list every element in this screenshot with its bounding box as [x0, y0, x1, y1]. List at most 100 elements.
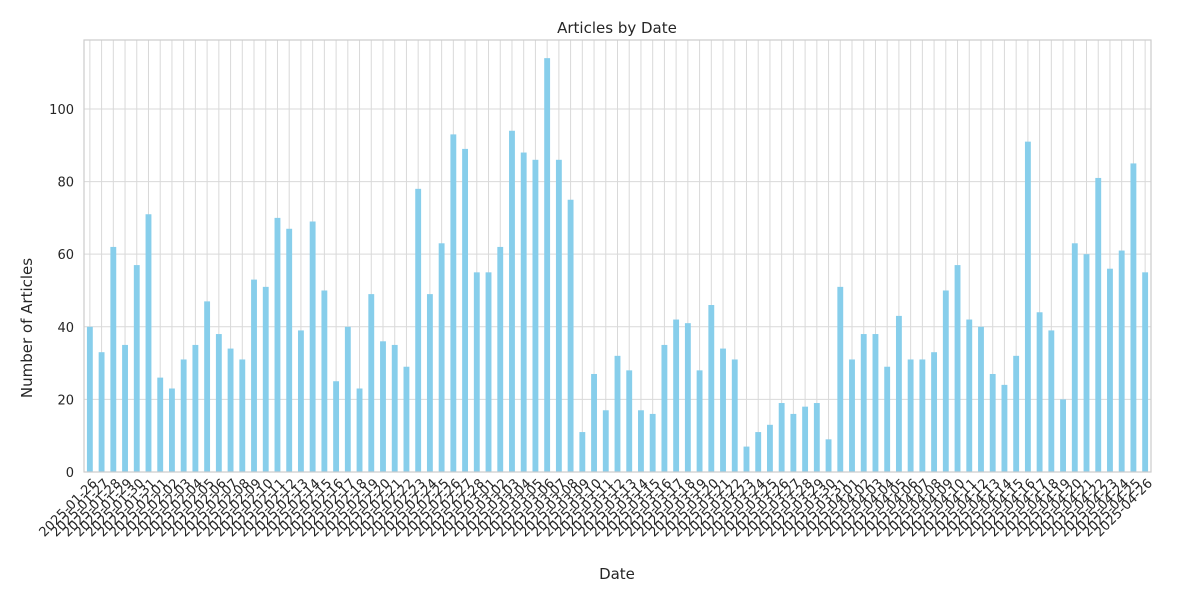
bar [462, 148, 469, 472]
bar [403, 366, 410, 472]
bar [1142, 272, 1149, 472]
bar [602, 410, 609, 472]
bar [1001, 384, 1008, 472]
bar [907, 359, 914, 472]
bar [813, 403, 820, 472]
bar [86, 326, 93, 472]
bar [110, 246, 117, 472]
bar [380, 341, 386, 472]
bar [895, 315, 902, 472]
bar [1024, 141, 1031, 472]
bar [802, 406, 809, 472]
y-tick-label: 20 [57, 393, 74, 408]
bar [122, 344, 128, 472]
bar [673, 319, 680, 472]
bar [227, 348, 234, 472]
bar [708, 305, 715, 472]
y-tick-labels: 0 20 40 60 80 100 [49, 103, 74, 481]
bar [1118, 250, 1125, 472]
bar [1048, 330, 1055, 472]
bar [133, 265, 140, 472]
bar [567, 199, 574, 473]
bar [180, 359, 187, 472]
bar [766, 424, 773, 472]
bar [966, 319, 973, 472]
y-tick-label: 0 [66, 466, 74, 481]
plot-frame [83, 39, 1152, 473]
bar [215, 334, 222, 472]
bar [626, 370, 633, 472]
bar [450, 134, 457, 473]
chart-title: Articles by Date [557, 19, 677, 37]
bar [544, 58, 551, 473]
bar [731, 359, 738, 472]
bar [309, 221, 316, 472]
bar [696, 370, 703, 472]
bar [239, 359, 246, 472]
bar [579, 432, 586, 472]
bar [919, 359, 926, 472]
bar [778, 403, 785, 472]
y-tick-label: 40 [57, 321, 74, 336]
bar [1083, 254, 1090, 472]
bar [614, 355, 621, 472]
bar [262, 286, 269, 472]
bar [321, 290, 328, 472]
bar [942, 290, 949, 472]
bar [286, 228, 293, 472]
bar [884, 366, 891, 472]
bar [1013, 355, 1020, 472]
bar [837, 286, 844, 472]
bar [333, 381, 340, 472]
bar [426, 294, 433, 472]
bar [743, 446, 750, 472]
bar [169, 388, 175, 472]
bar [661, 344, 668, 472]
bar [790, 413, 797, 472]
bar [1130, 163, 1137, 472]
y-tick-label: 100 [49, 103, 74, 118]
bar [274, 217, 281, 472]
bar [509, 130, 515, 473]
bar [98, 352, 105, 472]
bar [860, 334, 867, 472]
bar [204, 301, 211, 472]
bar [473, 272, 480, 472]
bar [344, 326, 351, 472]
bar [368, 294, 375, 472]
bar [1107, 268, 1113, 472]
bar [825, 439, 832, 472]
bar [954, 265, 961, 472]
bar [649, 413, 656, 472]
bar [720, 348, 726, 472]
bar [192, 344, 199, 472]
bar [145, 214, 152, 472]
bar [157, 377, 164, 472]
bar [391, 344, 398, 472]
y-tick-label: 80 [57, 176, 74, 191]
bars [86, 58, 1149, 473]
bar [532, 159, 539, 472]
bar [591, 373, 597, 472]
bar [1095, 177, 1102, 472]
y-axis-label: Number of Articles [18, 258, 36, 398]
x-tick-labels: 2025-01-262025-01-272025-01-282025-01-29… [37, 476, 1156, 540]
bar [1071, 243, 1078, 472]
bar [415, 188, 422, 472]
bar [1060, 399, 1066, 472]
bar [1036, 312, 1043, 472]
bar [989, 373, 996, 472]
bar [849, 359, 855, 472]
bar [638, 410, 644, 472]
bar [931, 352, 938, 472]
bar [755, 432, 762, 472]
bar [438, 243, 445, 472]
bar [485, 272, 492, 472]
bar [684, 323, 691, 472]
bar [297, 330, 304, 472]
bar [555, 159, 562, 472]
bar [251, 279, 257, 472]
bar [978, 326, 984, 472]
bar [497, 246, 504, 472]
